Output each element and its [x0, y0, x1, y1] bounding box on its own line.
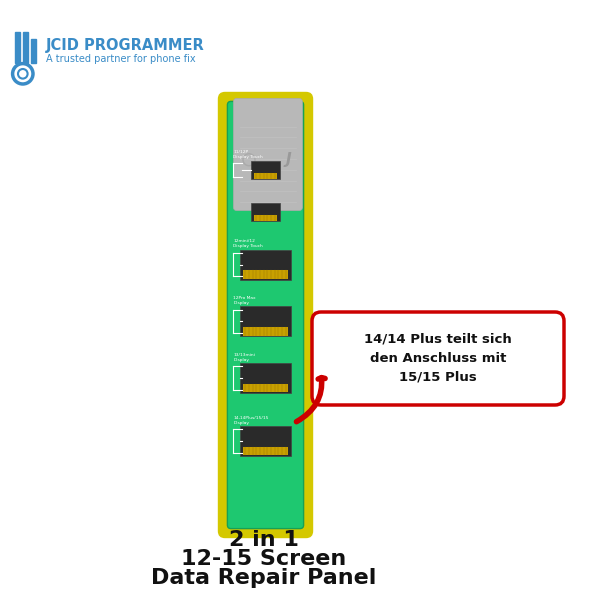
Text: 12-15 Screen: 12-15 Screen	[181, 549, 347, 569]
Bar	[254, 173, 277, 179]
Text: 11/12P
Display Touch: 11/12P Display Touch	[233, 149, 263, 158]
FancyBboxPatch shape	[218, 92, 313, 538]
Text: 13/13mini
Display: 13/13mini Display	[233, 353, 255, 362]
Text: 12mini/12
Display Touch: 12mini/12 Display Touch	[233, 239, 263, 248]
Text: 14/14 Plus teilt sich
den Anschluss mit
15/15 Plus: 14/14 Plus teilt sich den Anschluss mit …	[364, 333, 512, 384]
Text: JCID PROGRAMMER: JCID PROGRAMMER	[46, 38, 205, 53]
FancyBboxPatch shape	[251, 161, 280, 179]
Text: 14,14Plus/15/15
Display: 14,14Plus/15/15 Display	[233, 416, 269, 425]
Text: Data Repair Panel: Data Repair Panel	[151, 568, 377, 589]
Bar	[254, 215, 277, 221]
Text: 2 in 1: 2 in 1	[229, 530, 299, 550]
Bar	[23, 32, 28, 63]
Bar	[244, 447, 288, 455]
Text: A trusted partner for phone fix: A trusted partner for phone fix	[46, 54, 196, 64]
FancyBboxPatch shape	[240, 363, 291, 393]
FancyBboxPatch shape	[240, 306, 291, 336]
FancyBboxPatch shape	[227, 101, 304, 529]
FancyBboxPatch shape	[240, 250, 291, 280]
Text: 12Pro Max
Display: 12Pro Max Display	[233, 296, 256, 305]
FancyBboxPatch shape	[240, 426, 291, 456]
FancyBboxPatch shape	[312, 312, 564, 405]
Bar	[31, 39, 36, 63]
Text: J: J	[285, 152, 291, 167]
Bar	[15, 32, 20, 63]
Bar	[244, 327, 288, 336]
Bar	[244, 271, 288, 279]
FancyBboxPatch shape	[233, 98, 302, 211]
FancyBboxPatch shape	[251, 203, 280, 221]
Bar	[244, 384, 288, 392]
